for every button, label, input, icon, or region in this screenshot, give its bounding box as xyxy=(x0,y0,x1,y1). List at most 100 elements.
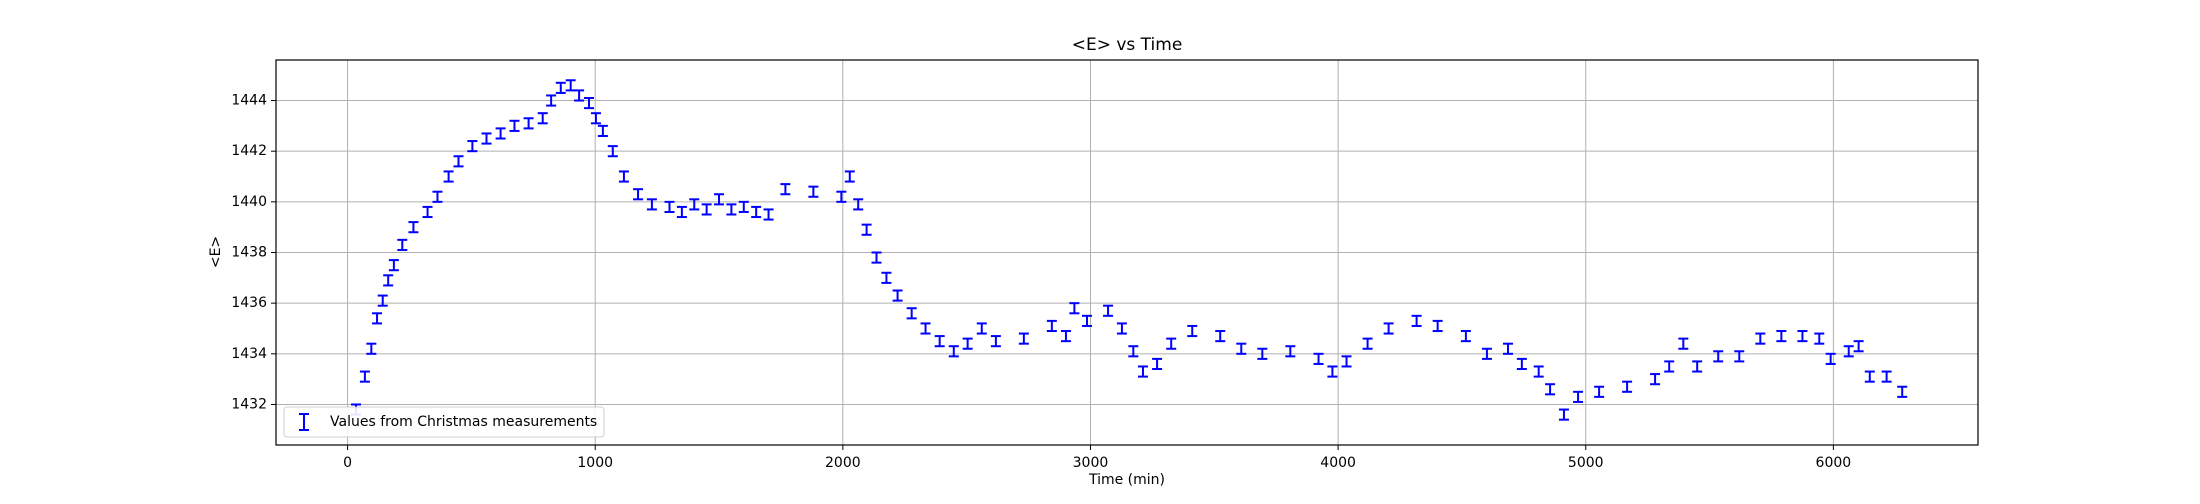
error-bar xyxy=(1383,322,1394,335)
x-tick-label: 4000 xyxy=(1320,455,1356,471)
error-bar xyxy=(546,94,557,107)
error-bar xyxy=(976,322,987,335)
error-bar xyxy=(836,190,847,203)
error-bar xyxy=(377,294,388,307)
error-bar xyxy=(726,203,737,216)
error-bar xyxy=(763,208,774,221)
error-bar xyxy=(1545,383,1556,396)
error-bar xyxy=(751,205,762,219)
error-bar xyxy=(1692,360,1703,373)
error-bar xyxy=(962,337,973,350)
error-bar xyxy=(1411,314,1422,327)
plot-frame xyxy=(275,59,1979,446)
error-bar xyxy=(1650,373,1661,386)
error-bar xyxy=(422,205,433,219)
error-bar xyxy=(633,188,644,201)
error-bar xyxy=(1327,365,1338,378)
error-bar xyxy=(1128,345,1139,358)
y-tick-label: 1434 xyxy=(231,346,267,362)
error-bar xyxy=(1103,304,1114,317)
error-bar xyxy=(1341,355,1352,368)
error-bar xyxy=(1594,385,1605,398)
error-bar xyxy=(881,271,892,284)
error-bar xyxy=(467,140,478,153)
error-bar xyxy=(1362,337,1373,350)
error-bar xyxy=(780,183,791,196)
error-bar xyxy=(701,203,712,216)
error-bar xyxy=(664,200,675,213)
error-bar xyxy=(892,289,903,302)
y-tick-label: 1432 xyxy=(231,396,267,412)
error-bar xyxy=(584,96,595,110)
error-bar xyxy=(590,112,601,125)
legend: Values from Christmas measurements xyxy=(283,406,605,438)
error-bar xyxy=(443,170,454,183)
error-bar xyxy=(574,89,585,102)
error-bar xyxy=(597,124,608,137)
error-bar xyxy=(1257,347,1268,360)
error-bar xyxy=(1137,365,1148,378)
chart-title: <E> vs Time xyxy=(1072,35,1183,55)
error-bar xyxy=(689,198,700,211)
error-bar xyxy=(906,307,917,320)
error-bar xyxy=(1018,332,1029,345)
error-bar xyxy=(1881,370,1892,383)
x-axis-label: Time (min) xyxy=(1088,472,1165,488)
error-bar xyxy=(607,145,618,158)
error-bar xyxy=(1236,342,1247,355)
error-bar xyxy=(920,322,931,335)
error-bar xyxy=(1558,408,1569,421)
x-tick-label: 0 xyxy=(343,455,352,471)
error-bar xyxy=(1776,330,1787,343)
y-tick-label: 1438 xyxy=(231,245,267,261)
error-bar xyxy=(1573,390,1584,403)
error-bar xyxy=(453,155,464,168)
error-bar xyxy=(1533,365,1544,378)
error-bar xyxy=(808,185,819,198)
legend-swatch xyxy=(299,413,309,431)
error-bar xyxy=(1664,360,1675,373)
error-bar xyxy=(1678,337,1689,350)
error-bar xyxy=(1622,380,1633,393)
error-bar xyxy=(408,221,419,234)
error-bar xyxy=(934,335,945,348)
error-bar xyxy=(509,119,520,132)
error-bar xyxy=(1060,330,1071,343)
error-bar xyxy=(1502,342,1513,355)
x-tick-label: 3000 xyxy=(1073,455,1109,471)
error-bar xyxy=(1285,345,1296,358)
error-bar xyxy=(495,127,506,140)
y-tick-label: 1442 xyxy=(231,143,267,159)
error-bar xyxy=(1187,324,1198,338)
x-tick-label: 2000 xyxy=(825,455,861,471)
error-bar xyxy=(853,198,864,211)
error-bar xyxy=(1082,314,1093,327)
x-tick-label: 6000 xyxy=(1816,455,1852,471)
error-bar xyxy=(1843,345,1854,358)
error-bar xyxy=(1897,385,1908,398)
error-bar xyxy=(383,274,394,287)
error-bar xyxy=(432,190,443,203)
error-bar xyxy=(676,205,687,219)
error-bar xyxy=(1152,357,1163,371)
error-bar xyxy=(1853,340,1864,353)
error-bar xyxy=(523,117,534,130)
error-bar xyxy=(1432,319,1443,333)
error-bar xyxy=(714,193,725,206)
error-bar xyxy=(990,335,1001,348)
error-bar xyxy=(1755,332,1766,345)
error-bar xyxy=(1814,332,1825,345)
error-bar xyxy=(555,81,566,94)
error-bar xyxy=(366,342,377,355)
error-bar xyxy=(861,223,872,236)
error-bar xyxy=(1069,302,1080,315)
error-bar xyxy=(1713,350,1724,363)
error-bar xyxy=(1516,357,1527,371)
y-tick-label: 1444 xyxy=(231,93,267,109)
legend-box xyxy=(283,406,605,438)
error-bar xyxy=(565,79,576,92)
y-tick-label: 1440 xyxy=(231,194,267,210)
error-bar xyxy=(1825,352,1836,365)
y-tick-label: 1436 xyxy=(231,295,267,311)
